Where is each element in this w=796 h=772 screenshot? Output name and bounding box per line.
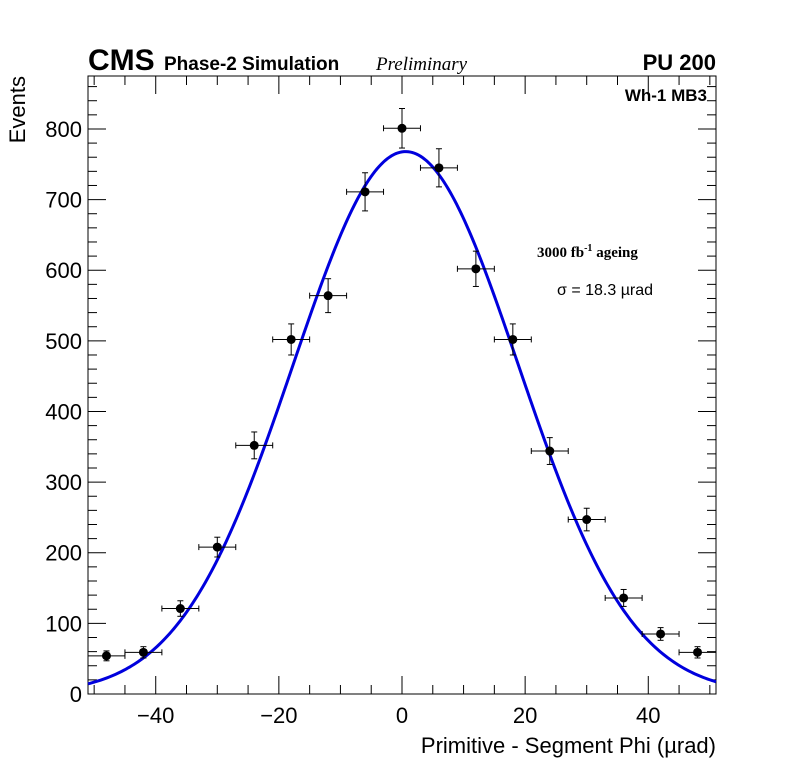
y-axis-tick-labels: 0 100 200 300 400 500 600 700 800	[45, 117, 82, 707]
data-point	[383, 107, 421, 149]
data-point	[604, 588, 643, 607]
ageing-superscript: -1	[584, 243, 592, 254]
data-marker	[249, 440, 259, 450]
data-point	[493, 323, 532, 356]
preliminary-label: Preliminary	[375, 54, 468, 75]
data-marker	[360, 187, 370, 197]
x-axis-ticks	[93, 76, 711, 694]
data-marker	[508, 334, 518, 344]
data-marker	[582, 515, 592, 525]
x-tick-label: −40	[137, 703, 174, 728]
x-tick-label: −20	[260, 703, 297, 728]
y-axis-ticks	[88, 86, 716, 695]
data-points	[87, 107, 717, 662]
y-tick-label: 300	[45, 470, 82, 495]
x-tick-label: 40	[636, 703, 660, 728]
data-point	[124, 646, 163, 659]
data-marker	[138, 647, 148, 657]
data-marker	[656, 629, 666, 639]
data-point	[567, 507, 606, 532]
data-point	[456, 250, 495, 287]
data-marker	[545, 446, 555, 456]
ageing-lumi: 3000 fb	[537, 245, 584, 261]
y-tick-label: 400	[45, 399, 82, 424]
y-tick-label: 500	[45, 329, 82, 354]
data-point	[87, 650, 126, 662]
chamber-label: Wh-1 MB3	[625, 86, 707, 105]
data-point	[641, 627, 680, 641]
status-label: Phase-2 Simulation	[164, 54, 339, 75]
y-tick-label: 200	[45, 541, 82, 566]
data-marker	[471, 264, 481, 274]
data-marker	[693, 647, 703, 657]
y-axis-label: Events	[5, 76, 30, 143]
gaussian-fit-curve	[87, 150, 717, 686]
y-tick-label: 100	[45, 611, 82, 636]
data-point	[161, 600, 200, 617]
cms-label: CMS	[88, 44, 155, 77]
data-point	[235, 431, 274, 460]
y-tick-label: 800	[45, 117, 82, 142]
x-axis-label: Primitive - Segment Phi (µrad)	[421, 733, 716, 758]
x-tick-label: 20	[513, 703, 537, 728]
data-marker	[212, 542, 222, 552]
ageing-label: 3000 fb-1 ageing	[537, 243, 638, 261]
data-marker	[175, 604, 185, 614]
data-marker	[101, 651, 111, 661]
data-point	[272, 323, 311, 356]
sigma-label: σ = 18.3 µrad	[557, 282, 653, 299]
ageing-suffix: ageing	[596, 245, 638, 261]
data-point	[346, 172, 385, 212]
data-point	[678, 646, 717, 659]
data-point	[309, 278, 348, 314]
y-tick-label: 600	[45, 258, 82, 283]
data-marker	[286, 334, 296, 344]
data-marker	[434, 163, 444, 173]
data-point	[198, 536, 237, 558]
data-point	[419, 148, 458, 188]
y-tick-label: 0	[70, 682, 82, 707]
x-axis-tick-labels: −40 −20 0 20 40	[137, 703, 660, 728]
data-point	[530, 437, 569, 465]
y-tick-label: 700	[45, 188, 82, 213]
data-marker	[619, 593, 629, 603]
x-tick-label: 0	[396, 703, 408, 728]
data-marker	[397, 123, 407, 133]
pileup-label: PU 200	[643, 50, 716, 75]
data-marker	[323, 291, 333, 301]
